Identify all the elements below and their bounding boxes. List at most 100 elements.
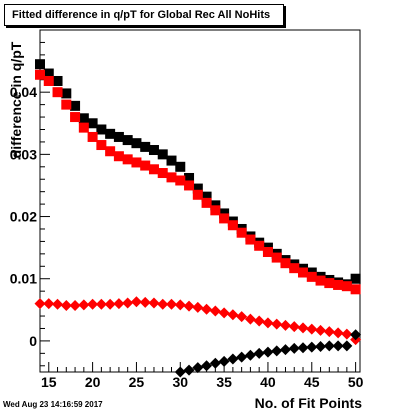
square-marker: [43, 68, 54, 79]
square-marker: [61, 99, 72, 110]
square-marker: [70, 100, 81, 111]
x-tick-label: 40: [260, 374, 276, 390]
y-axis-label: difference in q/pT: [8, 41, 24, 159]
plot-area-border: [39, 29, 361, 373]
diamond-marker: [271, 345, 283, 357]
chart-title: Fitted difference in q/pT for Global Rec…: [4, 4, 284, 26]
diamond-marker: [192, 362, 204, 374]
diamond-marker: [315, 324, 327, 336]
square-marker: [148, 145, 159, 156]
diamond-marker: [183, 300, 195, 312]
diamond-marker: [69, 299, 81, 311]
square-marker: [96, 124, 107, 135]
square-marker: [210, 205, 221, 216]
square-marker: [350, 284, 361, 295]
square-marker: [333, 279, 344, 290]
square-marker: [280, 258, 291, 269]
square-marker: [43, 75, 54, 86]
diamond-marker: [122, 297, 134, 309]
plot-frame: [39, 29, 361, 373]
diamond-marker: [306, 341, 318, 353]
square-marker: [324, 278, 335, 289]
diamond-marker: [262, 346, 274, 358]
x-tick-label: 15: [41, 374, 57, 390]
diamond-marker: [174, 299, 186, 311]
square-marker: [184, 172, 195, 183]
diamond-marker: [209, 305, 221, 317]
square-marker: [175, 175, 186, 186]
square-marker: [201, 197, 212, 208]
square-marker: [105, 146, 116, 157]
square-marker: [175, 161, 186, 172]
square-marker: [298, 267, 309, 278]
diamond-marker: [350, 329, 362, 341]
diamond-marker: [218, 307, 230, 319]
diamond-marker: [244, 349, 256, 361]
diamond-marker: [323, 326, 335, 338]
diamond-marker: [288, 321, 300, 333]
x-tick-label: 25: [129, 374, 145, 390]
square-marker: [87, 118, 98, 129]
diamond-marker: [236, 311, 248, 323]
diamond-marker: [262, 317, 274, 329]
square-marker: [166, 172, 177, 183]
diamond-marker: [166, 298, 178, 310]
square-marker: [157, 168, 168, 179]
diamond-marker: [332, 327, 344, 339]
square-marker: [105, 128, 116, 139]
square-marker: [184, 180, 195, 191]
diamond-marker: [271, 318, 283, 330]
x-tick-label: 30: [172, 374, 188, 390]
square-marker: [289, 263, 300, 274]
diamond-marker: [130, 296, 142, 308]
square-marker: [140, 160, 151, 171]
diamond-marker: [297, 342, 309, 354]
diamond-marker: [43, 298, 55, 310]
diamond-marker: [192, 301, 204, 313]
diamond-marker: [201, 360, 213, 372]
diamond-marker: [157, 298, 169, 310]
diamond-marker: [315, 341, 327, 353]
square-marker: [96, 140, 107, 151]
diamond-marker: [87, 298, 99, 310]
diamond-marker: [288, 342, 300, 354]
square-marker: [35, 69, 45, 80]
square-marker: [131, 138, 142, 149]
y-tick-label: 0.03: [10, 146, 37, 162]
square-marker: [131, 157, 142, 168]
square-marker: [166, 155, 177, 166]
x-axis-label: No. of Fit Points: [254, 395, 362, 411]
diamond-marker: [306, 323, 318, 335]
y-tick-label: 0.01: [10, 271, 37, 287]
square-marker: [61, 88, 72, 99]
square-marker: [306, 271, 317, 282]
diamond-marker: [332, 340, 344, 352]
square-marker: [157, 149, 168, 160]
diamond-marker: [323, 340, 335, 352]
square-marker: [350, 273, 361, 284]
square-marker: [254, 240, 265, 251]
diamond-marker: [253, 315, 265, 327]
square-marker: [148, 164, 159, 175]
x-tick-label: 35: [216, 374, 232, 390]
square-marker: [236, 227, 247, 238]
square-marker: [315, 275, 326, 286]
diamond-marker: [148, 297, 160, 309]
square-marker: [271, 252, 282, 263]
diamond-marker: [297, 322, 309, 334]
square-marker: [35, 59, 45, 70]
diamond-marker: [95, 298, 107, 310]
diamond-marker: [174, 366, 186, 378]
diamond-marker: [209, 357, 221, 369]
data-points: [34, 59, 362, 378]
diamond-marker: [104, 298, 116, 310]
square-marker: [87, 131, 98, 142]
square-marker: [52, 75, 63, 86]
tick-labels: 15 20 25 30 35 40 45 50 0 0.01 0.02 0.03 0.04: [10, 84, 364, 390]
square-marker: [227, 220, 238, 231]
y-tick-label: 0.04: [10, 84, 37, 100]
diamond-marker: [227, 353, 239, 365]
diamond-marker: [218, 355, 230, 367]
